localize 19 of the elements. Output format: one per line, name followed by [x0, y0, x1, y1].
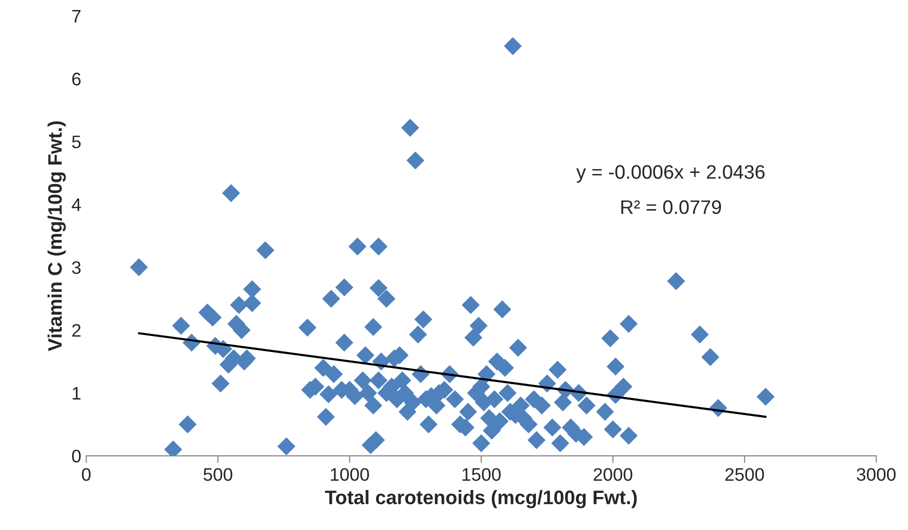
x-tick-label: 0	[82, 468, 91, 481]
y-tick-label: 6	[72, 72, 81, 86]
y-tick-label: 1	[72, 387, 81, 400]
x-axis-title: Total carotenoids (mcg/100g Fwt.)	[324, 490, 637, 508]
x-tick-label: 1500	[462, 468, 501, 481]
y-tick-label: 3	[72, 261, 81, 274]
y-tick-label: 5	[72, 136, 81, 148]
annotation: R² = 0.0779	[621, 200, 721, 214]
x-tick-label: 2500	[725, 468, 764, 481]
annotation: y = -0.0006x + 2.0436	[576, 165, 765, 183]
x-tick-label: 500	[204, 468, 232, 481]
y-axis-title: Vitamin C (mg/100g Fwt.)	[48, 121, 66, 352]
y-tick-label: 7	[72, 10, 80, 22]
x-tick-label: 3000	[856, 468, 896, 481]
x-tick-label: 1000	[330, 468, 369, 481]
x-tick-label: 2000	[594, 468, 632, 481]
y-tick-label: 4	[72, 198, 81, 211]
y-tick-label: 2	[72, 324, 80, 337]
y-tick-label: 0	[72, 450, 81, 463]
